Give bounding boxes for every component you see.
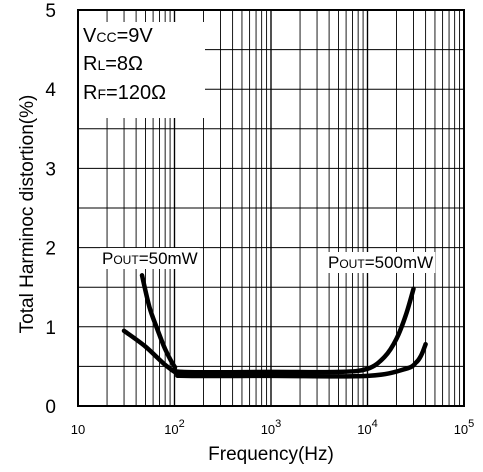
condition-rl-rest: =8Ω <box>105 53 143 75</box>
condition-rf: RF=120Ω <box>83 82 166 104</box>
condition-vcc-rest: =9V <box>117 25 154 47</box>
y-tick-label: 0 <box>45 397 56 418</box>
series-line-0 <box>142 275 414 372</box>
condition-rf-rest: =120Ω <box>106 82 166 104</box>
x-axis-label: Frequency(Hz) <box>208 444 334 465</box>
x-tick-exponent: 3 <box>275 418 281 430</box>
condition-vcc-main: V <box>83 25 97 47</box>
y-tick-label: 1 <box>45 318 56 339</box>
series-label-500mw-main: P <box>328 253 339 272</box>
x-tick-base: 10 <box>454 422 468 437</box>
x-tick-base: 10 <box>357 422 371 437</box>
y-tick-label: 5 <box>45 1 56 22</box>
x-axis-ticks: 10 102 103 104 105 <box>71 418 475 437</box>
x-tick-label: 104 <box>357 418 378 437</box>
condition-vcc: VCC=9V <box>83 25 153 47</box>
x-tick-label: 10 <box>71 422 85 437</box>
condition-vcc-sub: CC <box>96 29 116 45</box>
condition-rf-main: R <box>83 82 97 104</box>
x-tick-base: 10 <box>164 422 178 437</box>
x-tick-base: 10 <box>261 422 275 437</box>
y-axis-ticks: 0 1 2 3 4 5 <box>45 1 56 418</box>
series-label-50mw-sub: OUT <box>113 253 139 267</box>
series-label-50mw-main: P <box>102 249 113 268</box>
y-tick-label: 4 <box>45 80 56 101</box>
condition-rl: RL=8Ω <box>83 53 143 75</box>
series-lines <box>124 275 426 376</box>
y-tick-label: 2 <box>45 239 56 260</box>
x-tick-base: 10 <box>71 422 85 437</box>
y-tick-label: 3 <box>45 159 56 180</box>
y-axis-label: Total Harminoc distortion(%) <box>17 95 38 334</box>
condition-rl-main: R <box>83 53 97 75</box>
series-label-500mw-sub: OUT <box>339 257 365 271</box>
x-tick-exponent: 5 <box>468 418 474 430</box>
x-tick-label: 103 <box>261 418 282 437</box>
x-tick-exponent: 4 <box>372 418 378 430</box>
x-tick-label: 105 <box>454 418 475 437</box>
series-label-500mw-rest: =500mW <box>365 253 434 272</box>
x-tick-label: 102 <box>164 418 185 437</box>
condition-rl-sub: L <box>97 57 105 73</box>
x-tick-exponent: 2 <box>179 418 185 430</box>
series-label-50mw-rest: =50mW <box>139 249 198 268</box>
condition-rf-sub: F <box>97 86 106 102</box>
